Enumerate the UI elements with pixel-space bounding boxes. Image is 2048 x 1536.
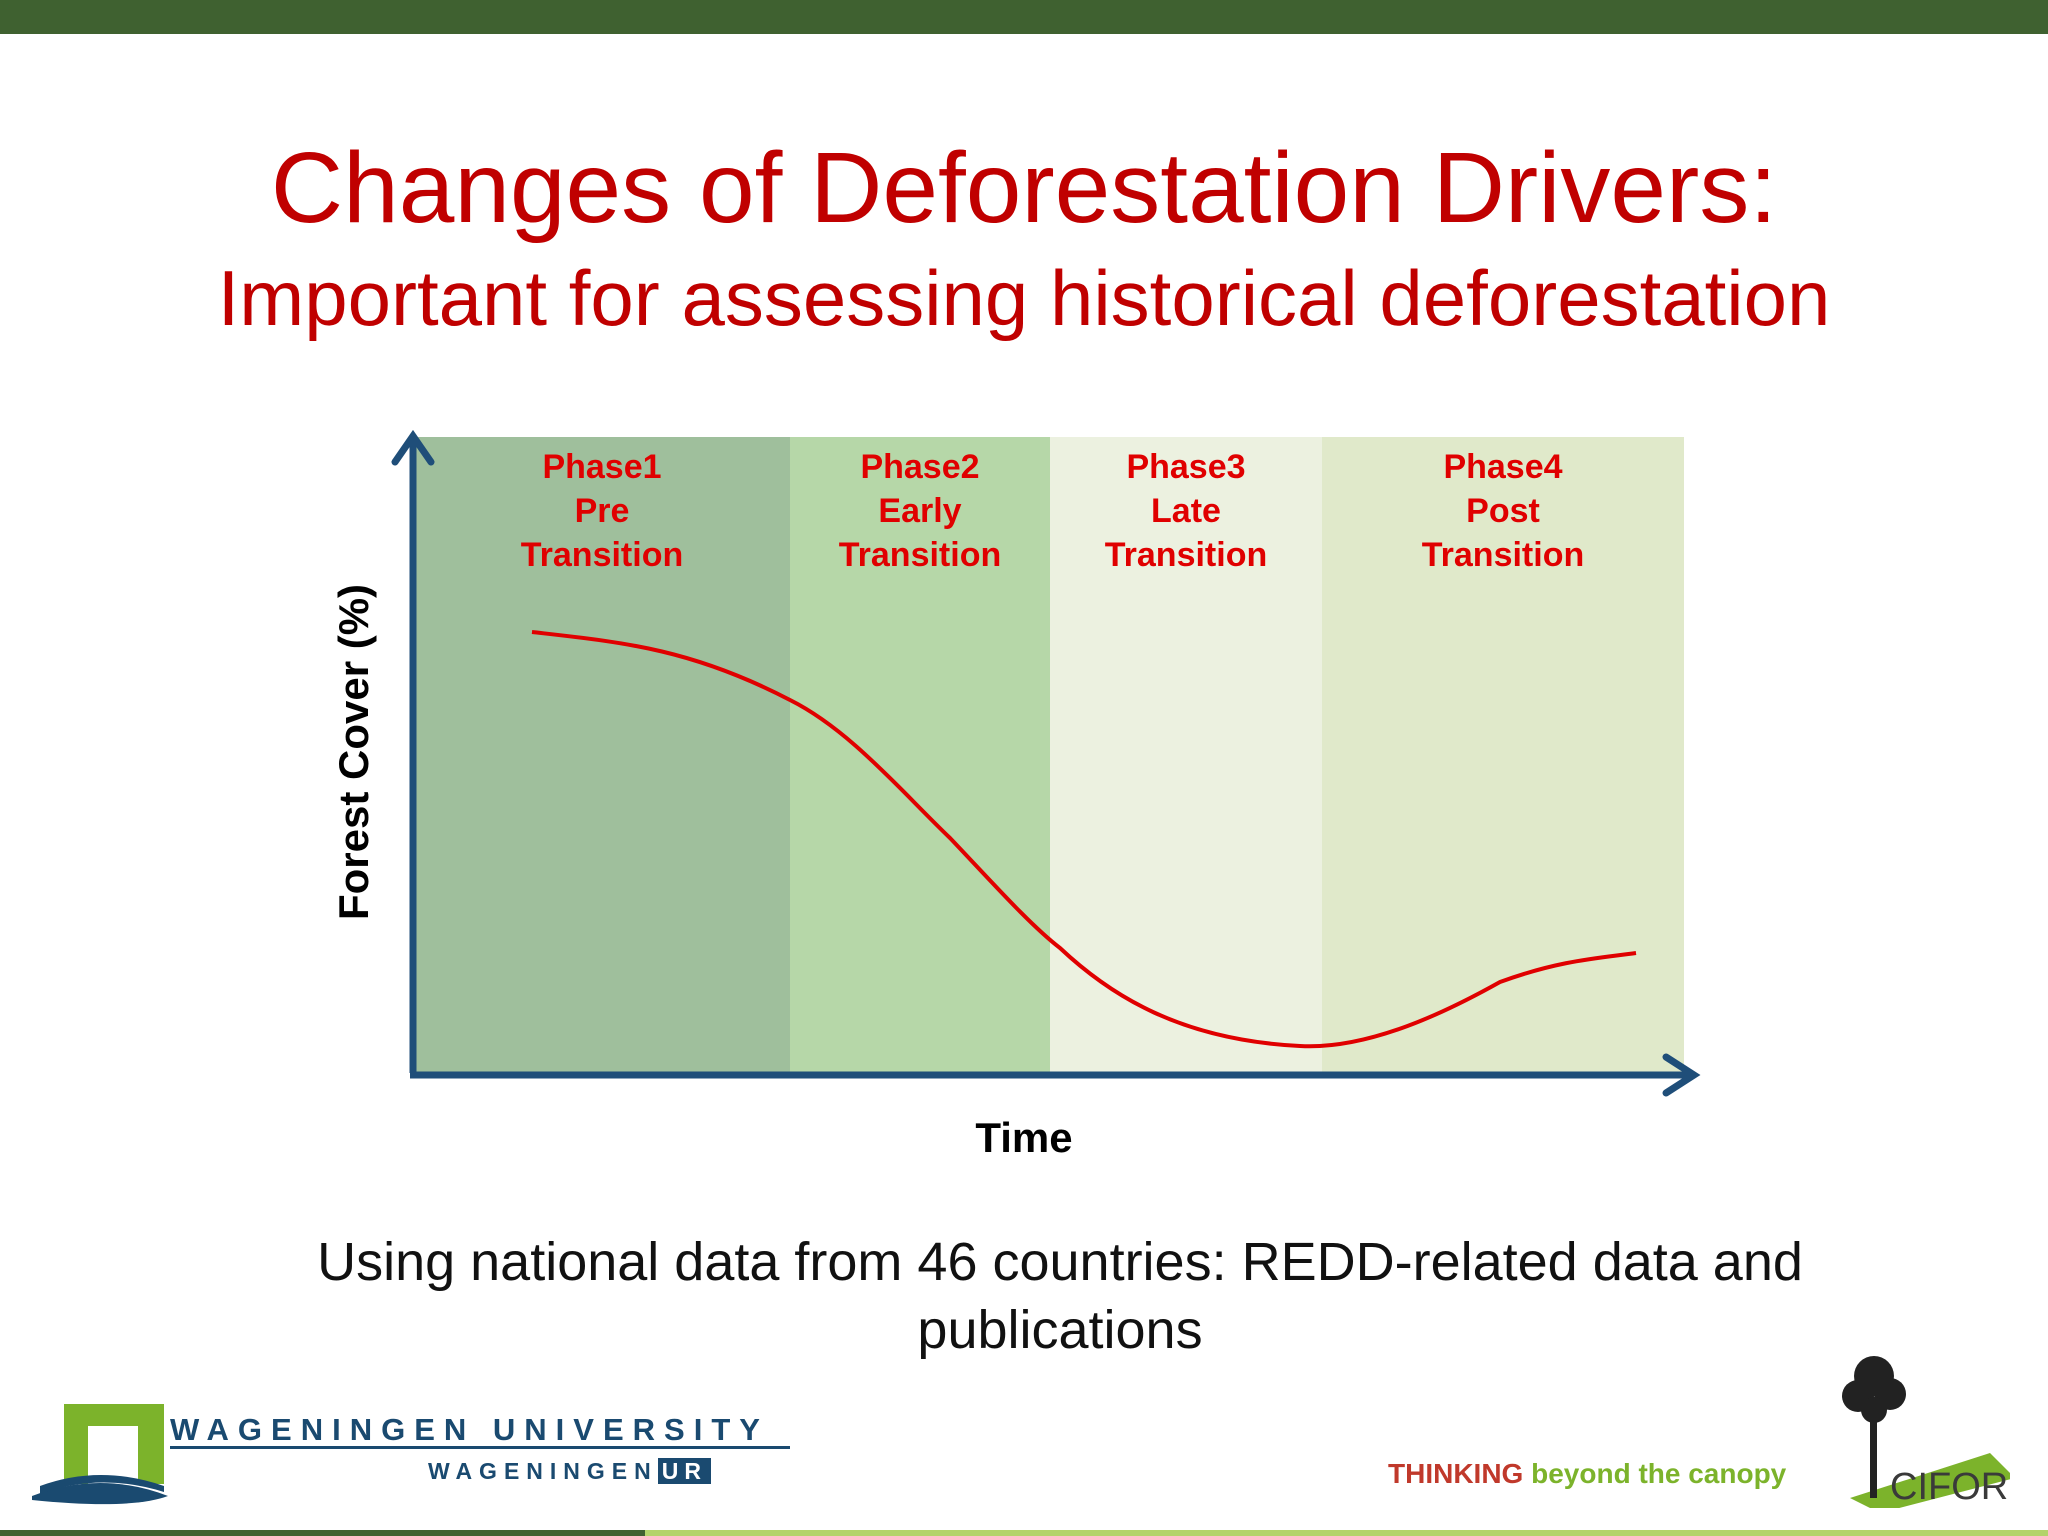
tagline: THINKING beyond the canopy: [1388, 1458, 1786, 1490]
phase-band-1: [414, 437, 790, 1073]
slide-title: Changes of Deforestation Drivers:: [270, 132, 1778, 244]
bottom-accent-bar-light: [645, 1530, 2048, 1536]
slide-caption: Using national data from 46 countries: R…: [317, 1232, 1803, 1360]
forest-cover-curve: [531, 630, 1637, 1049]
university-name-line2-text: WAGENINGEN: [428, 1458, 658, 1484]
phase-label-2-line2: Early: [878, 492, 961, 530]
cifor-logo-text: CIFOR: [1890, 1466, 2008, 1508]
university-name-line2: WAGENINGEN UR: [428, 1458, 711, 1485]
phase-label-4-line1: Phase4: [1443, 448, 1562, 486]
tagline-strong: THINKING: [1388, 1458, 1524, 1489]
slide-subtitle: Important for assessing historical defor…: [217, 254, 1831, 342]
x-axis-arrow-icon: [1662, 1053, 1701, 1097]
phase-label-2-line1: Phase2: [860, 448, 979, 486]
wageningen-logo-icon: [32, 1404, 790, 1505]
y-axis-label: Forest Cover (%): [330, 584, 377, 920]
x-axis-label: Time: [975, 1114, 1072, 1161]
phase-band-3: [1050, 437, 1322, 1073]
top-accent-bar: [0, 0, 2048, 34]
phase-label-1-line1: Phase1: [542, 448, 661, 486]
university-ur-badge: UR: [657, 1458, 711, 1484]
phase-label-3-line1: Phase3: [1126, 448, 1245, 486]
phase-band-4: [1322, 437, 1684, 1073]
bottom-accent-bar-dark: [0, 1530, 645, 1536]
phase-label-1-line2: Pre: [575, 492, 630, 530]
tagline-rest: beyond the canopy: [1523, 1458, 1787, 1489]
phase-label-2-line3: Transition: [839, 536, 1001, 574]
phase-label-4-line2: Post: [1466, 492, 1540, 530]
university-name-line1: WAGENINGEN UNIVERSITY: [170, 1412, 769, 1447]
phase-label-3-line2: Late: [1151, 492, 1221, 530]
phase-band-2: [790, 437, 1050, 1073]
phase-label-3-line3: Transition: [1105, 536, 1267, 574]
phase-label-1-line3: Transition: [521, 536, 683, 574]
y-axis-arrow-icon: [391, 429, 435, 466]
phase-label-4-line3: Transition: [1422, 536, 1584, 574]
cifor-logo-icon: CIFOR: [1842, 1356, 2010, 1508]
